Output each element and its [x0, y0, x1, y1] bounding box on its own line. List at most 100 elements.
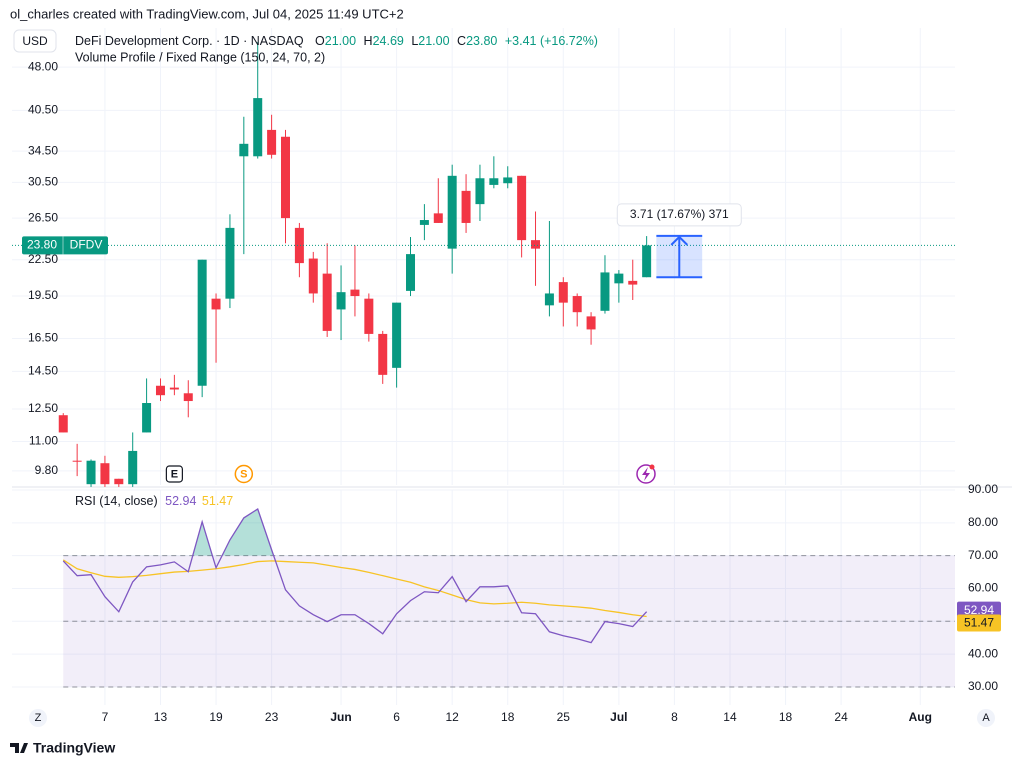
candle-body: [336, 292, 346, 310]
x-tick-label: 7: [102, 710, 109, 724]
measure-arrowhead: [670, 235, 688, 246]
candle-body: [475, 178, 485, 205]
candle-body: [239, 143, 249, 157]
legend-value: 24.69: [373, 34, 404, 48]
candle-body: [558, 282, 568, 303]
value-badge: [957, 601, 1001, 619]
candle-body: [614, 273, 624, 284]
auto-button[interactable]: A: [982, 712, 990, 724]
rsi-legend: RSI (14, close) 52.94 51.47: [75, 494, 233, 508]
y-tick-label: 12.50: [28, 401, 58, 415]
event-marker: [234, 464, 254, 484]
measure-label-box: [616, 203, 742, 227]
x-tick-label: 25: [557, 710, 571, 724]
legend-change: +3.41 (+16.72%): [505, 34, 598, 48]
rsi-line: [62, 559, 647, 618]
rsi-line: [62, 508, 648, 644]
candle-body: [364, 298, 374, 334]
logo: [10, 743, 28, 753]
measure-label: 3.71 (17.67%) 371: [630, 207, 729, 221]
legend-value: 21.00: [418, 34, 449, 48]
candle-body: [642, 245, 652, 278]
candle-body: [211, 298, 221, 310]
flash-event-icon[interactable]: [636, 464, 656, 484]
legend-key: C: [457, 34, 466, 48]
currency-box[interactable]: [13, 29, 57, 53]
candle-body: [294, 227, 304, 264]
button-bg[interactable]: [977, 709, 995, 727]
x-tick-label: 18: [779, 710, 793, 724]
x-tick-label: Jul: [610, 710, 627, 724]
y-tick-label: 34.50: [28, 143, 58, 157]
candle-body: [169, 387, 179, 390]
candle-body: [600, 272, 610, 311]
price-badge-symbol: DFDV: [70, 238, 103, 252]
candle-body: [628, 280, 638, 285]
candle-body: [197, 259, 207, 386]
value-badge-label: 52.94: [964, 603, 994, 617]
candle-body: [114, 478, 124, 485]
candle-body: [100, 463, 110, 485]
footer-brand: TradingView: [33, 740, 115, 756]
candle-body: [253, 98, 263, 157]
y-tick-label: 16.50: [28, 331, 58, 345]
candle-body: [350, 289, 360, 297]
y-tick-label: 19.50: [28, 288, 58, 302]
x-tick-label: 6: [393, 710, 400, 724]
candle-body: [517, 175, 527, 241]
x-tick-label: 8: [671, 710, 678, 724]
plot: 7 13 19 23 Jun 6 12 18 25 Jul 8 14 18 24 Aug 48.00 40.50…: [12, 41, 1001, 724]
button-bg[interactable]: [29, 709, 47, 727]
candle-body: [58, 415, 68, 433]
candle-body: [128, 450, 138, 485]
x-tick-label: 14: [723, 710, 737, 724]
x-tick-label: 13: [154, 710, 168, 724]
symbol-title: DeFi Development Corp. · 1D · NASDAQ: [75, 34, 304, 48]
candle-body: [308, 258, 318, 294]
price-badge-label: 23.80: [27, 238, 57, 252]
legend: DeFi Development Corp. · 1D · NASDAQ O21…: [75, 34, 598, 48]
candle-body: [586, 316, 596, 330]
legend-value: 23.80: [466, 34, 497, 48]
candle-body: [489, 178, 499, 185]
candle-body: [72, 460, 82, 462]
y-tick-label: 9.80: [35, 463, 59, 477]
candle-body: [544, 293, 554, 306]
event-label: S: [240, 468, 247, 480]
value-badge: [957, 614, 1001, 632]
y2-tick-label: 60.00: [968, 581, 998, 595]
rsi-value: 52.94: [165, 494, 196, 508]
legend-key: O: [315, 34, 325, 48]
legend-value: 21.00: [325, 34, 356, 48]
x-tick-label: 23: [265, 710, 279, 724]
indicator-label: Volume Profile / Fixed Range (150, 24, 7…: [75, 50, 325, 64]
currency[interactable]: USD: [22, 34, 48, 48]
candle-body: [86, 460, 96, 485]
value-badge-label: 51.47: [964, 616, 994, 630]
candle-body: [183, 393, 193, 402]
x-tick-label: 19: [209, 710, 223, 724]
y2-tick-label: 30.00: [968, 679, 998, 693]
x-tick-label: 24: [834, 710, 848, 724]
legend-key: L: [411, 34, 418, 48]
candle-body: [447, 175, 457, 249]
candle-body: [433, 213, 443, 223]
candle-body: [461, 190, 471, 223]
y-tick-label: 26.50: [28, 210, 58, 224]
rsi-ma-value: 51.47: [202, 494, 233, 508]
y-tick-label: 48.00: [28, 59, 58, 73]
y-tick-label: 22.50: [28, 252, 58, 266]
candle-body: [531, 240, 541, 249]
candle-body: [155, 385, 165, 396]
candle-body: [572, 296, 582, 313]
x-tick-label: 18: [501, 710, 515, 724]
x-tick-label: 12: [445, 710, 459, 724]
candle-body: [280, 136, 290, 219]
candle-body: [503, 177, 513, 184]
y2-tick-label: 70.00: [968, 548, 998, 562]
log-button[interactable]: Z: [35, 712, 42, 724]
candle-body: [419, 220, 429, 225]
y-tick-label: 11.00: [29, 434, 58, 448]
